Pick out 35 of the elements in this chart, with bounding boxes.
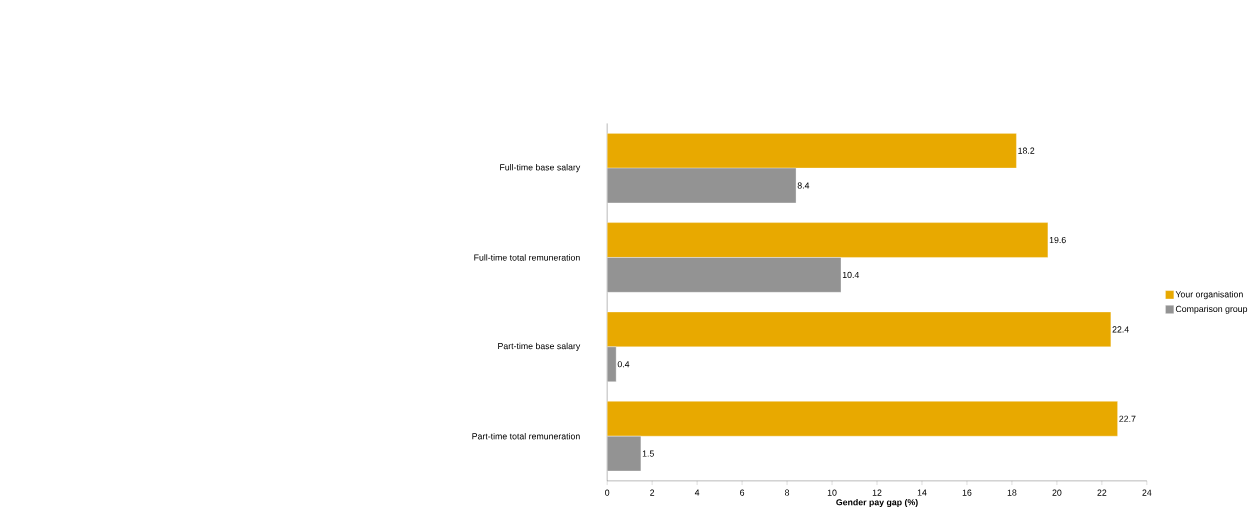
data-label: 1.5 bbox=[642, 450, 654, 457]
bar bbox=[607, 401, 1118, 437]
legend-label: Your organisation bbox=[1175, 290, 1243, 300]
x-tick-label: 22 bbox=[1097, 489, 1107, 496]
y-tick-label: Full-time base salary bbox=[500, 163, 581, 173]
bar bbox=[607, 435, 642, 472]
x-tick-label: 2 bbox=[650, 489, 655, 496]
x-tick-label: 8 bbox=[785, 489, 790, 496]
x-tick-label: 20 bbox=[1052, 489, 1062, 496]
data-label: 18.2 bbox=[1018, 147, 1035, 154]
x-tick-label: 18 bbox=[1007, 489, 1017, 496]
bar bbox=[607, 222, 1049, 258]
data-label: 8.4 bbox=[797, 182, 810, 189]
x-axis-title: Gender pay gap (%) bbox=[836, 498, 918, 508]
bar bbox=[607, 257, 842, 293]
y-tick-label: Part-time base salary bbox=[498, 342, 581, 351]
x-tick-label: 14 bbox=[917, 489, 927, 496]
x-tick-label: 10 bbox=[827, 489, 837, 496]
bar bbox=[607, 133, 1017, 169]
data-label: 19.6 bbox=[1049, 236, 1066, 244]
x-tick-label: 16 bbox=[962, 489, 972, 496]
y-tick-label: Full-time total remuneration bbox=[474, 254, 580, 261]
bar bbox=[607, 167, 797, 204]
legend-label: Comparison group bbox=[1175, 305, 1248, 314]
x-tick-label: 24 bbox=[1142, 489, 1152, 496]
y-tick-label: Part-time total remuneration bbox=[472, 432, 580, 440]
data-label: 10.4 bbox=[842, 271, 860, 278]
bar bbox=[607, 311, 1112, 347]
x-tick-label: 4 bbox=[694, 489, 700, 496]
x-tick-label: 0 bbox=[605, 489, 610, 496]
data-label: 0.4 bbox=[617, 361, 630, 368]
x-tick-label: 6 bbox=[740, 489, 745, 496]
data-label: 22.7 bbox=[1119, 415, 1136, 422]
data-label: 22.4 bbox=[1112, 326, 1129, 333]
x-tick-label: 12 bbox=[872, 489, 882, 496]
